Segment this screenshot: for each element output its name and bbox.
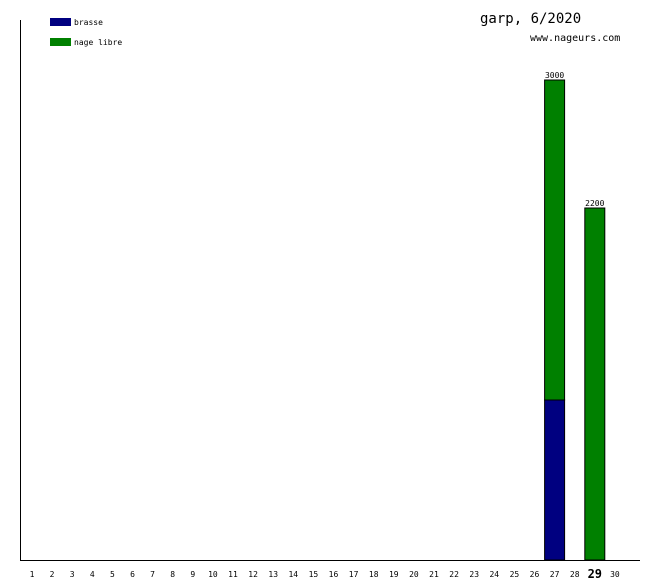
bar-nage-libre-day-27 (544, 79, 566, 401)
x-tick-labels: 1 2 3 4 5 6 7 8 9 10 11 12 13 14 15 16 17 18 19 20 21 22 23 24 2… (30, 567, 620, 580)
x-tick-label-4: 4 (90, 570, 95, 579)
legend-swatch-brasse (50, 18, 71, 26)
x-tick-label-25: 25 (510, 570, 520, 579)
x-tick-label-16: 16 (329, 570, 339, 579)
legend-item-nage-libre: nage libre (50, 38, 122, 47)
bar-nage-libre-day-29 (584, 207, 606, 561)
bars (544, 79, 606, 561)
x-tick-label-21: 21 (429, 570, 439, 579)
chart-title: garp, 6/2020 (480, 11, 581, 27)
x-tick-label-29: 29 (588, 567, 602, 580)
x-tick-label-5: 5 (110, 570, 115, 579)
x-tick-label-1: 1 (30, 570, 35, 579)
x-tick-label-13: 13 (268, 570, 278, 579)
x-tick-label-6: 6 (130, 570, 135, 579)
legend-swatch-nage-libre (50, 38, 71, 46)
x-tick-label-26: 26 (530, 570, 540, 579)
x-tick-label-3: 3 (70, 570, 75, 579)
x-tick-label-30: 30 (610, 570, 620, 579)
x-tick-label-14: 14 (288, 570, 298, 579)
x-tick-label-7: 7 (150, 570, 155, 579)
x-tick-label-18: 18 (369, 570, 379, 579)
legend: brasse nage libre (50, 18, 122, 47)
legend-label-brasse: brasse (74, 18, 103, 27)
x-tick-label-22: 22 (449, 570, 459, 579)
x-tick-label-2: 2 (50, 570, 55, 579)
x-tick-label-23: 23 (469, 570, 479, 579)
x-tick-label-24: 24 (489, 570, 499, 579)
x-tick-label-8: 8 (170, 570, 175, 579)
x-tick-label-9: 9 (190, 570, 195, 579)
x-tick-label-10: 10 (208, 570, 218, 579)
x-tick-label-11: 11 (228, 570, 238, 579)
data-labels: 3000 2200 (545, 71, 605, 208)
bar-brasse-day-27 (544, 399, 566, 561)
total-label-day-29: 2200 (585, 199, 604, 208)
legend-item-brasse: brasse (50, 18, 103, 27)
site-label: www.nageurs.com (530, 33, 620, 44)
x-tick-label-12: 12 (248, 570, 258, 579)
x-tick-label-15: 15 (309, 570, 319, 579)
x-tick-label-17: 17 (349, 570, 359, 579)
x-tick-label-19: 19 (389, 570, 399, 579)
x-tick-label-27: 27 (550, 570, 560, 579)
legend-label-nage-libre: nage libre (74, 38, 122, 47)
x-tick-label-20: 20 (409, 570, 419, 579)
x-tick-label-28: 28 (570, 570, 580, 579)
total-label-day-27: 3000 (545, 71, 564, 80)
